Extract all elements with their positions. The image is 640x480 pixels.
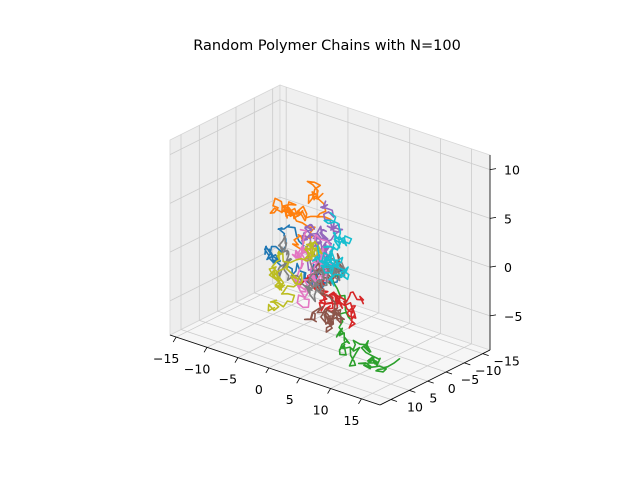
y-tick-label: 10: [407, 400, 423, 415]
y-tick-label: −10: [475, 363, 501, 378]
z-tick-label: −5: [504, 309, 522, 324]
polymer-chains: [263, 180, 401, 373]
grid-line-x-floor: [206, 291, 318, 348]
x-tick-mark: [172, 336, 177, 343]
x-tick-mark: [203, 347, 208, 353]
y-tick-label: 5: [429, 390, 437, 405]
x-tick-mark: [327, 388, 331, 394]
z-tick-mark: [489, 265, 497, 268]
grid-line-z-left: [169, 245, 281, 302]
x-tick-mark: [358, 398, 362, 405]
chain-2: [269, 180, 332, 253]
y-tick-mark: [409, 389, 416, 393]
x-tick-mark: [234, 357, 239, 363]
grid-line-z-back: [279, 147, 491, 219]
y-tick-label: −15: [494, 354, 520, 369]
grid-line-z-left: [169, 148, 281, 204]
y-tick-label: −5: [461, 372, 479, 387]
x-tick-label: 0: [255, 382, 263, 397]
x-tick-label: −5: [219, 372, 237, 387]
grid-line-x-floor: [330, 333, 441, 389]
grid-line-x-floor: [175, 281, 287, 338]
grid-line-y-floor: [235, 301, 447, 373]
z-tick-label: 5: [504, 211, 512, 226]
axes: [169, 155, 497, 406]
grid-line-z-back: [279, 99, 491, 171]
x-tick-label: −10: [184, 361, 210, 376]
grid-line-y-floor: [217, 310, 428, 382]
y-axis-line: [379, 349, 491, 406]
x-tick-label: 10: [313, 403, 329, 418]
z-tick-label: 0: [504, 260, 512, 275]
chart-title: Random Polymer Chains with N=100: [193, 38, 461, 54]
chain-9: [267, 240, 323, 312]
x-tick-label: 5: [286, 392, 294, 407]
z-tick-mark: [489, 168, 497, 171]
y-tick-mark: [464, 362, 471, 366]
grid-line-y-floor: [199, 319, 410, 391]
y-tick-mark: [390, 399, 398, 402]
grid-line-y-floor: [254, 292, 465, 364]
chain-10: [311, 212, 353, 287]
y-tick-mark: [482, 353, 489, 357]
x-tick-mark: [265, 367, 270, 374]
x-tick-mark: [296, 378, 301, 384]
grid-line-x-floor: [361, 343, 472, 400]
x-tick-label: 15: [344, 413, 360, 428]
x-tick-label: −15: [153, 351, 179, 366]
axes-grid: [169, 87, 491, 400]
grid-line-z-back: [279, 196, 491, 268]
grid-line-x-floor: [268, 312, 380, 369]
y-tick-mark: [427, 380, 434, 384]
z-tick-label: 10: [504, 163, 520, 178]
z-tick-mark: [489, 314, 497, 317]
x-axis-line: [169, 334, 381, 406]
y-tick-label: 0: [448, 381, 456, 396]
grid-line-z-left: [169, 196, 281, 253]
y-tick-mark: [445, 371, 453, 375]
grid-line-z-left: [169, 99, 281, 155]
grid-line-y-floor: [180, 329, 392, 400]
chain-6: [303, 253, 346, 333]
grid-line-y-floor: [272, 283, 483, 355]
z-tick-mark: [489, 216, 497, 219]
